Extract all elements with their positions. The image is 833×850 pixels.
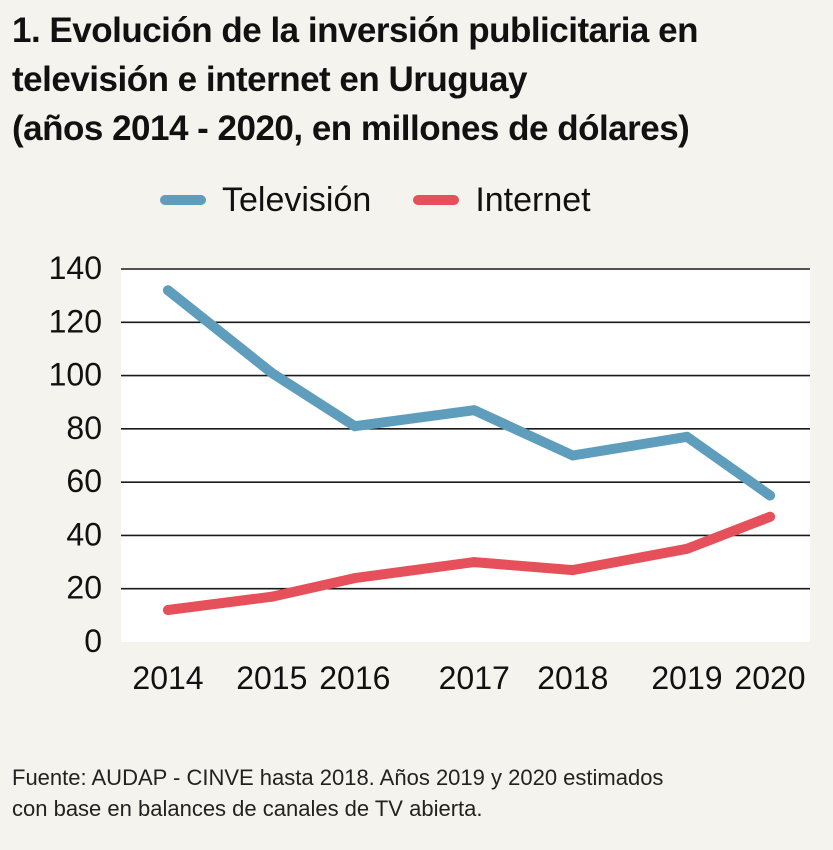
chart-title-line-3: (años 2014 - 2020, en millones de dólare… xyxy=(12,109,690,148)
data-point-internet-2019 xyxy=(681,543,692,554)
data-point-television-2015 xyxy=(266,367,277,378)
chart-title-line-2: televisión e internet en Uruguay xyxy=(12,60,527,99)
data-point-internet-2016 xyxy=(349,573,360,584)
chart-title-line-1: 1. Evolución de la inversión publicitari… xyxy=(12,11,698,50)
data-point-internet-2014 xyxy=(163,605,173,616)
data-point-television-2016 xyxy=(349,421,360,432)
legend-item-television: Televisión xyxy=(160,181,371,220)
chart-legend: Televisión Internet xyxy=(160,178,633,222)
y-tick-label-120: 120 xyxy=(49,303,102,339)
x-tick-label-2020: 2020 xyxy=(734,660,805,696)
data-point-internet-2015 xyxy=(266,591,277,602)
legend-swatch-television xyxy=(160,195,206,205)
y-tick-label-40: 40 xyxy=(66,516,102,552)
y-tick-label-100: 100 xyxy=(49,357,102,393)
chart-title: 1. Evolución de la inversión publicitari… xyxy=(12,6,822,153)
source-note: Fuente: AUDAP - CINVE hasta 2018. Años 2… xyxy=(12,762,822,824)
x-tick-label-2016: 2016 xyxy=(319,660,390,696)
legend-item-internet: Internet xyxy=(413,180,591,220)
y-tick-label-140: 140 xyxy=(49,250,102,286)
data-point-internet-2020 xyxy=(765,511,775,522)
plot-area xyxy=(121,269,810,642)
x-tick-label-2014: 2014 xyxy=(132,660,203,696)
line-chart: 0 20 40 60 80 100 120 140 2014 2015 2016 2017 2018 20… xyxy=(49,250,810,696)
legend-label-internet: Internet xyxy=(475,180,591,219)
x-tick-label-2017: 2017 xyxy=(439,660,510,696)
x-tick-label-2019: 2019 xyxy=(651,660,722,696)
y-tick-label-60: 60 xyxy=(66,463,102,499)
y-tick-label-80: 80 xyxy=(66,410,102,446)
legend-swatch-internet xyxy=(413,195,460,205)
source-line-2: con base en balances de canales de TV ab… xyxy=(12,796,483,821)
y-tick-label-20: 20 xyxy=(66,570,102,606)
y-tick-label-0: 0 xyxy=(84,623,102,659)
data-point-internet-2018 xyxy=(567,565,578,576)
x-tick-label-2018: 2018 xyxy=(537,660,608,696)
legend-label-television: Televisión xyxy=(222,180,372,219)
x-tick-label-2015: 2015 xyxy=(236,660,307,696)
data-point-television-2019 xyxy=(681,431,692,442)
data-point-internet-2017 xyxy=(469,557,480,568)
data-point-television-2017 xyxy=(469,405,480,416)
data-point-television-2020 xyxy=(765,490,775,501)
data-point-television-2014 xyxy=(163,285,173,296)
source-line-1: Fuente: AUDAP - CINVE hasta 2018. Años 2… xyxy=(12,765,664,790)
data-point-television-2018 xyxy=(567,450,578,461)
